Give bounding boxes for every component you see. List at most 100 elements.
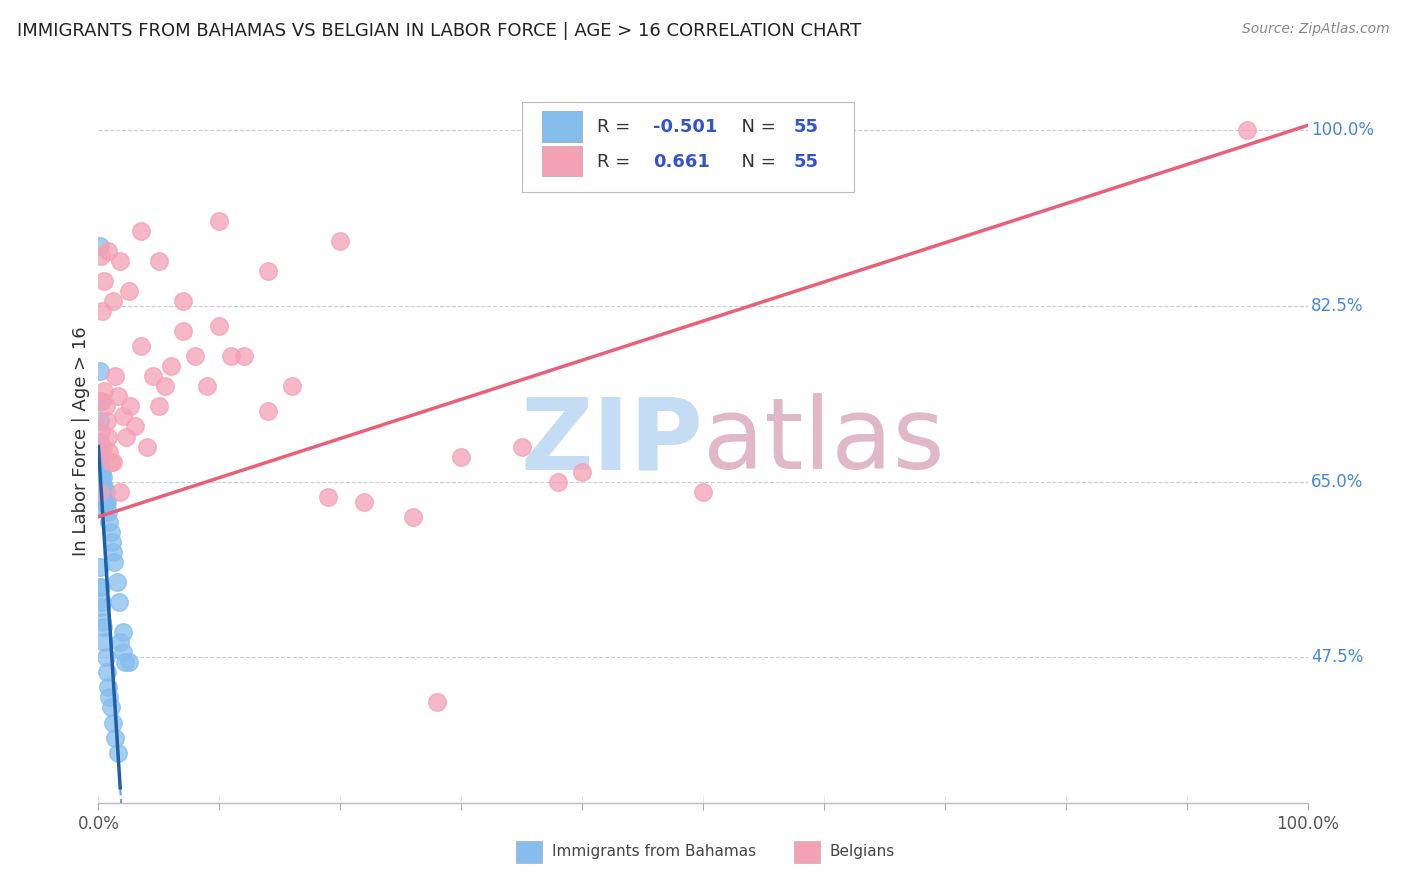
Point <box>91 494 114 508</box>
Point <box>101 545 124 559</box>
Point <box>114 655 136 669</box>
Point <box>90 249 112 263</box>
FancyBboxPatch shape <box>543 112 582 142</box>
Point <box>103 555 125 569</box>
Point <box>1236 123 1258 137</box>
Point <box>89 475 111 489</box>
Point <box>124 419 146 434</box>
Point <box>129 224 152 238</box>
Point <box>97 505 120 519</box>
FancyBboxPatch shape <box>516 841 543 863</box>
Point <box>111 625 134 640</box>
Point <box>184 349 207 363</box>
Point <box>547 475 569 489</box>
Point <box>510 440 533 454</box>
Point <box>94 494 117 508</box>
Point <box>94 484 117 499</box>
Point <box>93 480 115 494</box>
Point <box>101 454 124 468</box>
FancyBboxPatch shape <box>793 841 820 863</box>
Point <box>281 379 304 393</box>
Point <box>91 469 114 483</box>
Text: R =: R = <box>596 153 641 171</box>
Point <box>107 746 129 760</box>
Point <box>90 480 112 494</box>
Text: ZIP: ZIP <box>520 393 703 490</box>
Text: 82.5%: 82.5% <box>1312 297 1364 315</box>
Text: 0.661: 0.661 <box>654 153 710 171</box>
Point <box>97 244 120 258</box>
Point <box>402 509 425 524</box>
Text: atlas: atlas <box>703 393 945 490</box>
Point <box>89 465 111 479</box>
Point <box>108 635 131 649</box>
Point <box>96 665 118 680</box>
Point <box>100 700 122 714</box>
Point <box>111 645 134 659</box>
Point <box>98 515 121 529</box>
FancyBboxPatch shape <box>522 102 855 193</box>
Text: 55: 55 <box>794 153 818 171</box>
Point <box>90 490 112 504</box>
Point <box>91 490 114 504</box>
Point <box>208 213 231 227</box>
Point <box>100 534 122 549</box>
Point <box>111 409 134 424</box>
Point <box>172 324 194 338</box>
Point <box>98 690 121 705</box>
Point <box>96 414 118 429</box>
Point <box>195 379 218 393</box>
Point <box>104 731 127 745</box>
Text: N =: N = <box>730 119 782 136</box>
Point <box>89 414 111 429</box>
Point <box>97 681 120 695</box>
Point <box>172 293 194 308</box>
Point <box>118 655 141 669</box>
Point <box>97 429 120 443</box>
Point <box>90 500 112 514</box>
Point <box>221 349 243 363</box>
Point <box>118 284 141 298</box>
Point <box>91 615 114 630</box>
Point <box>98 444 121 458</box>
Text: 100.0%: 100.0% <box>1312 121 1374 139</box>
Text: Source: ZipAtlas.com: Source: ZipAtlas.com <box>1241 22 1389 37</box>
Text: Belgians: Belgians <box>830 845 896 859</box>
Point <box>256 404 278 418</box>
Point <box>208 319 231 334</box>
Point <box>91 595 114 609</box>
Point <box>89 560 111 574</box>
Point <box>160 359 183 374</box>
Point <box>93 635 115 649</box>
Point <box>107 389 129 403</box>
Point <box>96 494 118 508</box>
Text: IMMIGRANTS FROM BAHAMAS VS BELGIAN IN LABOR FORCE | AGE > 16 CORRELATION CHART: IMMIGRANTS FROM BAHAMAS VS BELGIAN IN LA… <box>17 22 860 40</box>
Point <box>90 425 112 439</box>
Point <box>104 369 127 384</box>
Point <box>90 459 112 474</box>
Text: 47.5%: 47.5% <box>1312 648 1364 666</box>
Point <box>89 239 111 253</box>
Y-axis label: In Labor Force | Age > 16: In Labor Force | Age > 16 <box>72 326 90 557</box>
Point <box>90 444 112 458</box>
Point <box>129 339 152 353</box>
Point <box>93 274 115 288</box>
Text: 55: 55 <box>794 119 818 136</box>
Point <box>100 454 122 468</box>
Text: N =: N = <box>730 153 782 171</box>
Point <box>692 484 714 499</box>
Point <box>91 394 114 409</box>
Point <box>108 595 131 609</box>
Point <box>316 490 339 504</box>
Point <box>329 234 352 248</box>
Text: R =: R = <box>596 119 636 136</box>
Point <box>108 253 131 268</box>
Point <box>232 349 254 363</box>
Point <box>90 600 112 615</box>
Point <box>89 434 111 449</box>
Point <box>89 484 111 499</box>
Point <box>94 400 117 414</box>
Point <box>118 400 141 414</box>
Point <box>142 369 165 384</box>
Point <box>91 440 114 454</box>
